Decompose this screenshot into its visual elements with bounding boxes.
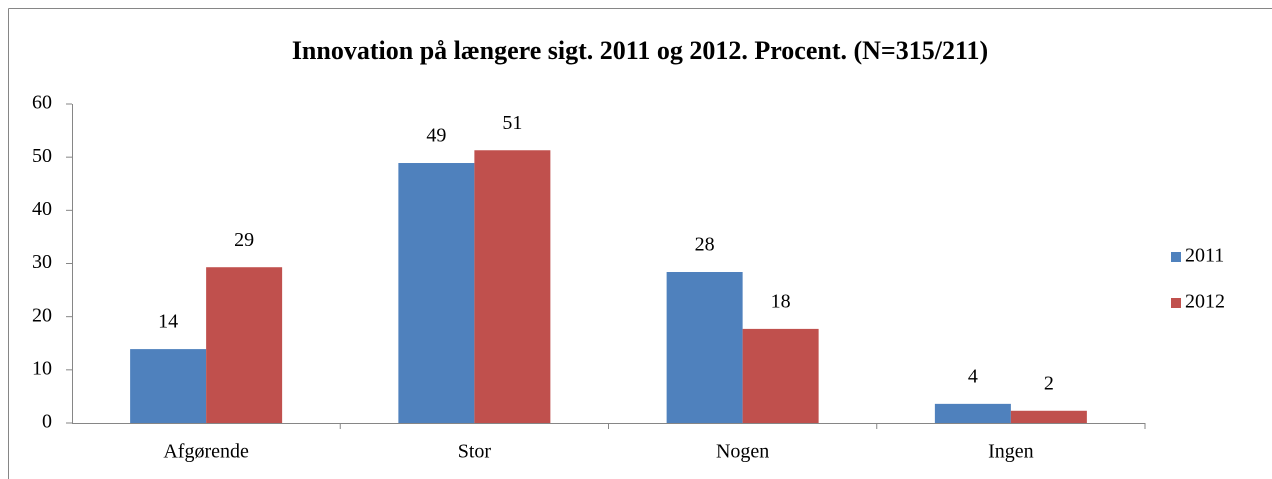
chart-title: Innovation på længere sigt. 2011 og 2012…: [292, 36, 988, 65]
bar: [130, 349, 207, 423]
data-label: 18: [771, 290, 791, 312]
bar: [742, 328, 819, 423]
bar: [934, 403, 1011, 423]
y-tick-label: 10: [32, 357, 52, 379]
data-label: 51: [502, 112, 522, 134]
bar: [474, 150, 551, 423]
legend-swatch: [1171, 252, 1181, 262]
legend-swatch: [1171, 298, 1181, 308]
legend-label: 2011: [1185, 245, 1224, 267]
data-label: 2: [1044, 372, 1054, 394]
y-tick-label: 20: [32, 304, 52, 326]
y-tick-label: 40: [32, 198, 52, 220]
bar: [398, 163, 475, 423]
data-label: 14: [158, 311, 178, 333]
bar: [206, 267, 283, 423]
data-label: 4: [968, 365, 978, 387]
data-label: 28: [695, 234, 715, 256]
bar: [666, 272, 743, 423]
y-tick-label: 30: [32, 251, 52, 273]
x-tick-label: Nogen: [716, 441, 769, 463]
x-tick-label: Afgørende: [163, 441, 249, 463]
x-tick-label: Stor: [458, 441, 492, 463]
x-tick-label: Ingen: [988, 441, 1034, 463]
y-tick-label: 0: [42, 411, 52, 433]
legend-label: 2012: [1185, 291, 1225, 313]
y-tick-label: 50: [32, 145, 52, 167]
bar: [1010, 410, 1087, 423]
data-label: 49: [426, 125, 446, 147]
data-label: 29: [234, 229, 254, 251]
y-tick-label: 60: [32, 92, 52, 114]
